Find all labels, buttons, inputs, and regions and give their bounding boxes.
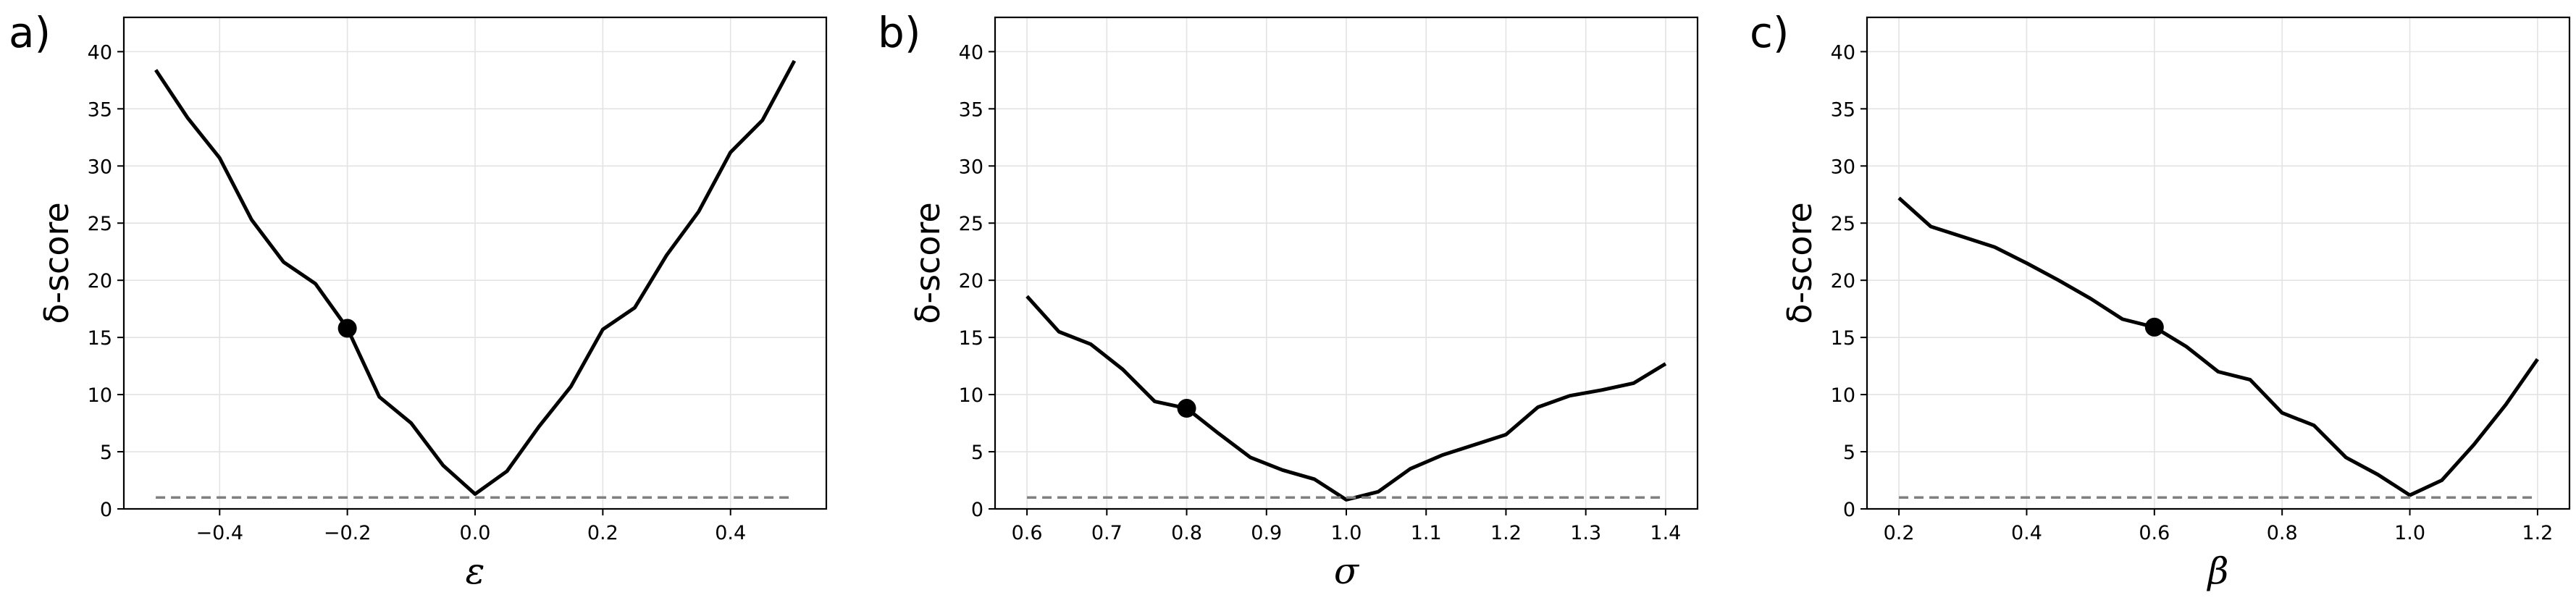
x-axis-label: σ [1334,550,1360,592]
x-tick-label: 0.2 [587,522,618,544]
y-tick-label: 0 [1843,499,1855,521]
x-tick-label: 0.4 [2011,522,2042,544]
chart-panel-2: 0.6 0.7 0.8 0.9 1.0 1.1 1.2 1.3 1.4 0 5 10 15 20 25 30 3… [878,8,1699,592]
selected-point-marker [2144,317,2164,337]
y-tick-label: 35 [1831,98,1855,121]
series-line [154,59,797,496]
y-tick-label: 5 [100,442,112,464]
x-tick-label: 1.3 [1570,522,1601,544]
x-tick-label: 0.6 [2139,522,2170,544]
y-tick-label: 40 [88,41,112,64]
series-line [1025,295,1667,502]
y-axis-label: δ-score [1780,202,1819,324]
y-tick-label: 25 [1831,213,1855,235]
y-tick-label: 40 [1831,41,1855,64]
y-tick-label: 20 [1831,270,1855,292]
panel-label: a) [9,8,51,57]
y-tick-label: 30 [1831,156,1855,178]
x-tick-label: 0.8 [1171,522,1202,544]
y-tick-label: 35 [88,98,112,121]
y-tick-label: 5 [1843,442,1855,464]
y-tick-label: 30 [959,156,983,178]
y-tick-label: 10 [959,384,983,407]
chart-panel-1: −0.4 −0.2 0.0 0.2 0.4 0 5 10 15 20 25 30 35 40 ε δ-scor… [9,8,828,592]
y-tick-label: 15 [88,327,112,350]
panel-label: c) [1750,8,1790,57]
y-tick-label: 0 [100,499,112,521]
y-axis-label: δ-score [37,202,76,324]
y-tick-label: 10 [1831,384,1855,407]
x-tick-label: 0.6 [1012,522,1043,544]
x-tick-label: 0.2 [1884,522,1915,544]
axes-frame [1866,16,2571,510]
y-tick-label: 15 [1831,327,1855,350]
x-tick-label: 1.2 [1490,522,1522,544]
x-tick-label: 0.0 [460,522,491,544]
y-tick-label: 15 [959,327,983,350]
x-tick-label: 1.4 [1650,522,1681,544]
y-tick-label: 35 [959,98,983,121]
selected-point-marker [337,319,357,338]
x-tick-label: 0.7 [1091,522,1123,544]
series-line [1897,196,2539,497]
chart-panel-3: 0.2 0.4 0.6 0.8 1.0 1.2 0 5 10 15 20 25 30 35 40 β δ-sco… [1750,8,2571,592]
y-axis-label: δ-score [908,202,947,324]
y-tick-label: 30 [88,156,112,178]
y-tick-label: 10 [88,384,112,407]
y-tick-label: 25 [88,213,112,235]
x-tick-label: 1.2 [2522,522,2553,544]
y-tick-label: 0 [971,499,983,521]
y-tick-label: 20 [959,270,983,292]
x-tick-label: −0.4 [196,522,243,544]
panel-label: b) [878,8,920,57]
selected-point-marker [1177,399,1196,418]
y-tick-label: 5 [971,442,983,464]
x-tick-label: 1.0 [2394,522,2425,544]
x-tick-label: 0.8 [2267,522,2298,544]
y-tick-label: 20 [88,270,112,292]
x-tick-label: 1.1 [1411,522,1442,544]
x-axis-label: β [2207,550,2229,592]
y-tick-label: 25 [959,213,983,235]
x-tick-label: 0.4 [715,522,746,544]
x-axis-label: ε [466,550,485,592]
y-tick-label: 40 [959,41,983,64]
x-tick-label: 0.9 [1251,522,1282,544]
x-tick-label: −0.2 [324,522,372,544]
x-tick-label: 1.0 [1331,522,1362,544]
